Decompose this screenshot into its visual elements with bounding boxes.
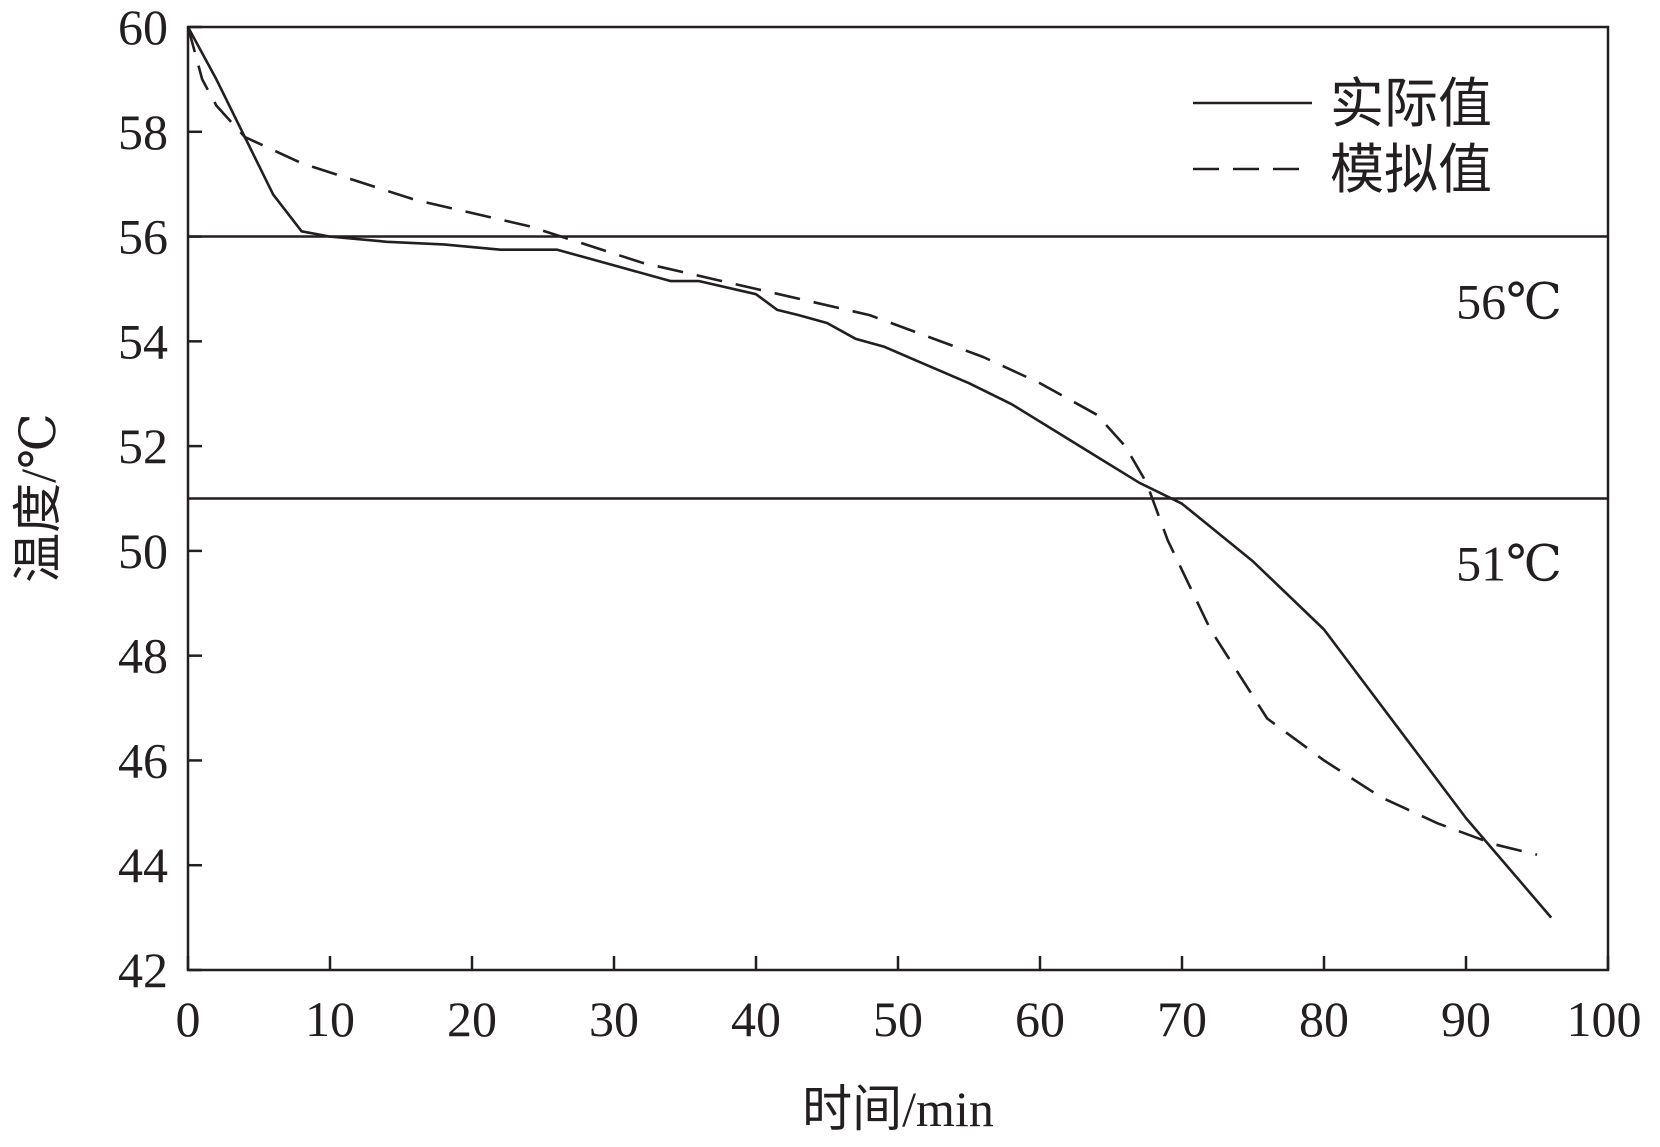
x-tick-label: 60 [1015,991,1065,1047]
y-tick-label: 52 [118,418,168,474]
x-tick-label: 40 [731,991,781,1047]
axis-ticks [186,25,1610,972]
x-tick-label: 0 [176,991,201,1047]
y-axis-title: 温度/℃ [10,413,66,583]
reference-labels: 56℃ 51℃ [1456,274,1562,592]
y-tick-label: 60 [118,0,168,55]
series-line-1 [186,26,1553,919]
reference-label-51: 51℃ [1456,536,1562,592]
y-tick-label: 54 [118,313,168,369]
x-axis-title: 时间/min [802,1081,994,1137]
series-line-2 [186,26,1538,856]
x-tick-label: 10 [305,991,355,1047]
y-tick-label: 44 [118,837,168,893]
y-tick-label: 46 [118,732,168,788]
x-tick-label: 80 [1299,991,1349,1047]
reference-lines [188,235,1608,500]
x-tick-label: 100 [1567,991,1642,1047]
x-tick-label: 20 [447,991,497,1047]
x-tick-label: 90 [1441,991,1491,1047]
y-tick-label: 58 [118,104,168,160]
x-tick-label: 70 [1157,991,1207,1047]
legend-label-2: 模拟值 [1330,140,1492,200]
x-tick-label: 30 [589,991,639,1047]
y-tick-label: 50 [118,523,168,579]
y-tick-label: 48 [118,628,168,684]
reference-label-56: 56℃ [1456,274,1562,330]
y-tick-label: 42 [118,942,168,998]
y-tick-labels: 42 44 46 48 50 52 54 56 58 60 [118,0,168,998]
y-tick-label: 56 [118,209,168,265]
x-tick-labels: 0 10 20 30 40 50 60 70 80 90 100 [176,991,1642,1047]
x-tick-label: 50 [873,991,923,1047]
series-lines [186,26,1553,919]
legend-label-1: 实际值 [1330,74,1492,134]
